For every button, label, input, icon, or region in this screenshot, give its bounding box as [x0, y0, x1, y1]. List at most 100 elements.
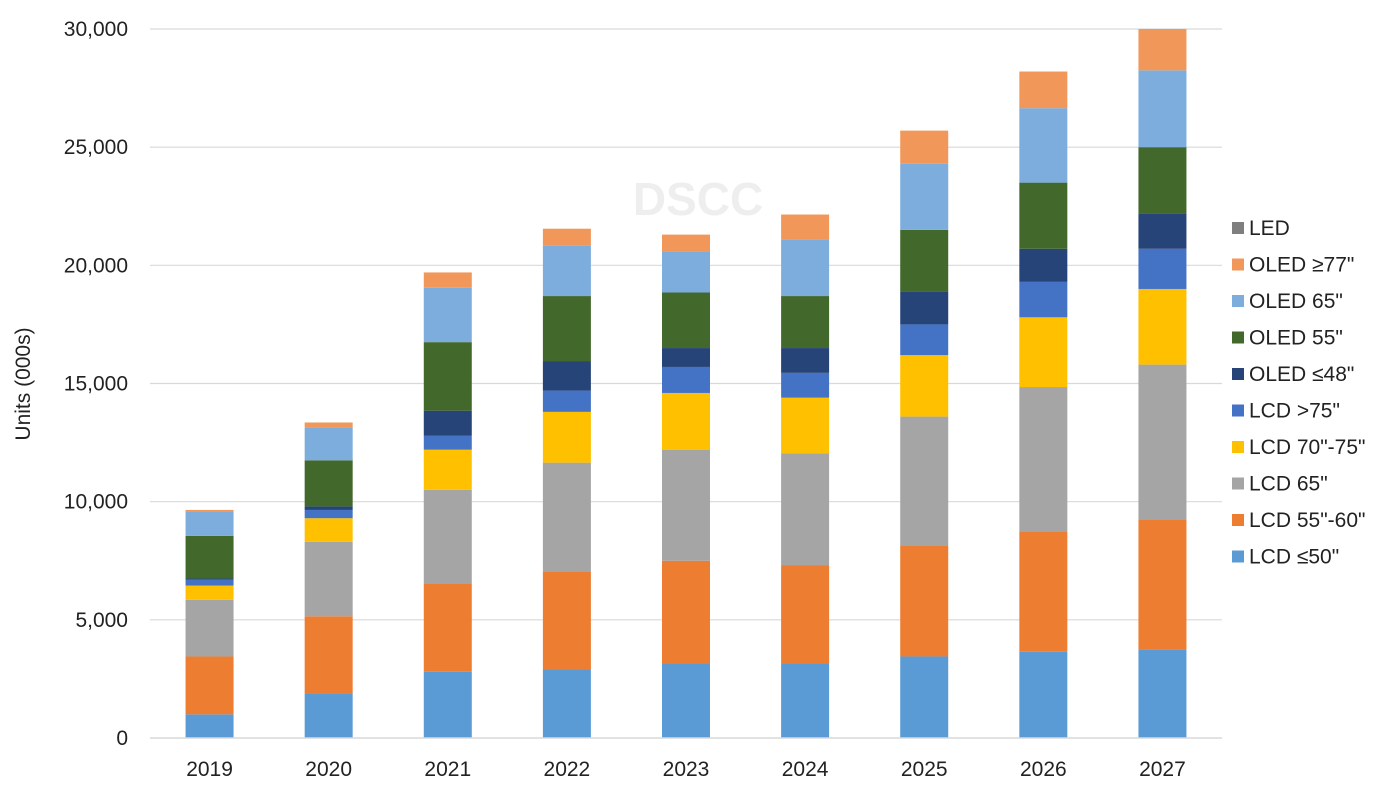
bar-segment — [1138, 364, 1187, 520]
legend-swatch — [1232, 295, 1244, 307]
legend-item: LCD 70"-75" — [1232, 436, 1365, 459]
legend-label: LCD >75" — [1249, 400, 1340, 423]
legend-label: LED — [1249, 217, 1290, 240]
legend-item: OLED 65" — [1232, 290, 1343, 313]
bar-segment — [423, 342, 472, 411]
legend-swatch — [1232, 477, 1244, 490]
y-tick-label: 30,000 — [64, 18, 128, 41]
bar-segment — [185, 535, 234, 579]
bar-segment — [304, 460, 353, 507]
bar-segment — [900, 324, 949, 356]
legend-swatch — [1232, 222, 1244, 234]
bar-segment — [1019, 71, 1068, 109]
bar-segment — [423, 410, 472, 436]
bar-segment — [662, 560, 710, 664]
bar-segment — [662, 234, 710, 252]
bar-segment — [1138, 147, 1187, 214]
bar-segment — [900, 416, 949, 546]
bar-segment — [662, 392, 710, 450]
bar-segment — [304, 509, 353, 519]
legend-label: OLED 55" — [1249, 327, 1343, 350]
bar-segment — [1138, 649, 1187, 738]
legend-label: LCD 55"-60" — [1249, 509, 1365, 532]
x-tick-label: 2025 — [901, 758, 948, 781]
bar-segment — [900, 130, 949, 164]
bar-segment — [423, 449, 472, 490]
bar-segment — [662, 348, 710, 367]
bar-segment — [781, 296, 830, 349]
bar-segment — [542, 462, 591, 572]
bar-segment — [781, 348, 830, 373]
legend-item: OLED ≤48" — [1232, 363, 1354, 386]
bar-segment — [304, 541, 353, 617]
bar-segment — [423, 287, 472, 343]
y-tick-label: 10,000 — [64, 491, 128, 514]
legend-swatch — [1232, 514, 1244, 526]
bar-segment — [185, 578, 234, 580]
bar-segment — [423, 583, 472, 672]
x-tick-label: 2022 — [544, 758, 591, 781]
bar-segment — [781, 565, 830, 664]
bars — [185, 29, 1187, 738]
bar-segment — [542, 296, 591, 362]
bar-segment — [781, 397, 830, 454]
bar-segment — [542, 245, 591, 297]
legend-label: LCD ≤50" — [1249, 546, 1339, 569]
bar-segment — [781, 372, 830, 398]
legend-item: LED — [1232, 217, 1290, 240]
y-tick-label: 15,000 — [64, 373, 128, 396]
x-tick-label: 2027 — [1139, 758, 1186, 781]
bar-segment — [662, 449, 710, 561]
bar-segment — [662, 292, 710, 349]
legend-item: LCD >75" — [1232, 400, 1340, 423]
bar-segment — [900, 163, 949, 230]
legend-label: OLED ≥77" — [1249, 254, 1354, 277]
bar-segment — [900, 545, 949, 657]
bar-segment — [304, 518, 353, 542]
legend-label: LCD 65" — [1249, 473, 1328, 496]
y-tick-label: 0 — [116, 727, 128, 750]
bar-segment — [1019, 248, 1068, 282]
bar-segment — [542, 228, 591, 246]
bar-segment — [185, 656, 234, 715]
x-tick-label: 2026 — [1020, 758, 1067, 781]
bar-segment — [1019, 531, 1068, 652]
x-tick-label: 2019 — [186, 758, 233, 781]
bar-segment — [542, 361, 591, 391]
bar-segment — [1019, 182, 1068, 249]
bar-segment — [1138, 288, 1187, 365]
bar-segment — [423, 435, 472, 450]
bar-segment — [423, 489, 472, 584]
bar-segment — [423, 272, 472, 288]
x-tick-label: 2024 — [782, 758, 829, 781]
bar-segment — [304, 427, 353, 461]
legend-swatch — [1232, 404, 1244, 417]
legend-swatch — [1232, 331, 1244, 344]
legend-swatch — [1232, 441, 1244, 453]
legend-swatch — [1232, 368, 1244, 380]
bar-segment — [1019, 651, 1068, 738]
bar-segment — [1019, 108, 1068, 183]
bar-segment — [1138, 519, 1187, 650]
bar-segment — [1138, 248, 1187, 289]
legend-item: LCD ≤50" — [1232, 546, 1339, 569]
bar-segment — [781, 453, 830, 566]
axes: 0 5,000 10,000 15,000 20,000 25,000 30,000 2019… — [64, 18, 1222, 781]
bar-segment — [900, 291, 949, 325]
bar-segment — [1019, 281, 1068, 318]
bar-segment — [185, 599, 234, 657]
legend-label: OLED 65" — [1249, 290, 1343, 313]
bar-segment — [185, 714, 234, 738]
y-tick-label: 20,000 — [64, 254, 128, 277]
bar-segment — [1138, 213, 1187, 249]
legend: LED OLED ≥77" OLED 65" OLED 55" OLED ≤48" LCD… — [1232, 217, 1365, 569]
bar-segment — [662, 663, 710, 738]
legend-swatch — [1232, 258, 1244, 271]
bar-segment — [781, 214, 830, 240]
bar-segment — [542, 571, 591, 670]
x-tick-label: 2020 — [305, 758, 352, 781]
bar-segment — [1019, 317, 1068, 388]
legend-label: LCD 70"-75" — [1249, 436, 1365, 459]
